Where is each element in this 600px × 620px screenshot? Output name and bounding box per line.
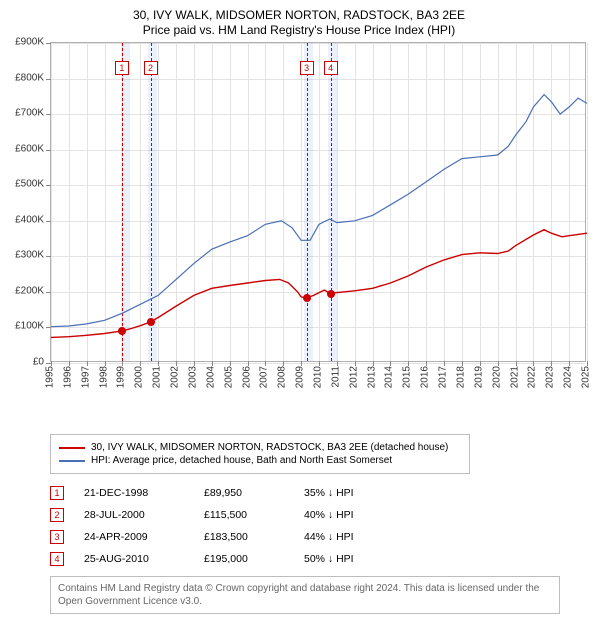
x-tick-label: 1995 bbox=[45, 366, 56, 388]
legend-swatch-hpi bbox=[59, 460, 85, 462]
legend-swatch-property bbox=[59, 447, 85, 449]
x-tick-label: 1999 bbox=[116, 366, 127, 388]
sale-marker: 2 bbox=[50, 508, 64, 522]
plot-area: 1234 £0 £100K £200K £300K £400K £500K £600K £700… bbox=[6, 42, 590, 398]
sale-dot bbox=[147, 318, 155, 326]
y-tick-label: £200K bbox=[15, 285, 44, 296]
x-tick-label: 2003 bbox=[187, 366, 198, 388]
x-tick-label: 2019 bbox=[473, 366, 484, 388]
sale-price: £183,500 bbox=[204, 531, 284, 543]
sale-marker: 3 bbox=[50, 530, 64, 544]
x-tick-label: 2001 bbox=[152, 366, 163, 388]
y-axis: £0£100K£200K£300K£400K£500K£600K£700K£80… bbox=[6, 42, 48, 362]
x-tick-label: 2011 bbox=[330, 366, 341, 388]
sale-price: £89,950 bbox=[204, 487, 284, 499]
x-tick-label: 1996 bbox=[62, 366, 73, 388]
x-tick-label: 2018 bbox=[455, 366, 466, 388]
x-tick-label: 2022 bbox=[527, 366, 538, 388]
x-tick-label: 2006 bbox=[241, 366, 252, 388]
x-tick-label: 1998 bbox=[98, 366, 109, 388]
sale-delta: 35% ↓ HPI bbox=[304, 487, 394, 499]
sale-delta: 40% ↓ HPI bbox=[304, 509, 394, 521]
sale-row: 2 28-JUL-2000 £115,500 40% ↓ HPI bbox=[50, 504, 592, 526]
series-line-property bbox=[51, 230, 587, 338]
x-axis: 1995199619971998199920002001200220032004… bbox=[50, 362, 586, 396]
sale-marker: 4 bbox=[50, 552, 64, 566]
x-tick-label: 2024 bbox=[563, 366, 574, 388]
x-tick-label: 2017 bbox=[438, 366, 449, 388]
sale-date: 28-JUL-2000 bbox=[84, 509, 184, 521]
x-tick-label: 2010 bbox=[313, 366, 324, 388]
y-tick-label: £400K bbox=[15, 214, 44, 225]
y-tick-label: £100K bbox=[15, 321, 44, 332]
sale-row: 1 21-DEC-1998 £89,950 35% ↓ HPI bbox=[50, 482, 592, 504]
sale-dot bbox=[118, 327, 126, 335]
legend-item-property: 30, IVY WALK, MIDSOMER NORTON, RADSTOCK,… bbox=[59, 441, 461, 454]
sale-dot bbox=[327, 290, 335, 298]
legend-label-property: 30, IVY WALK, MIDSOMER NORTON, RADSTOCK,… bbox=[91, 442, 448, 453]
y-tick-label: £600K bbox=[15, 143, 44, 154]
x-tick-label: 2012 bbox=[348, 366, 359, 388]
chart-title-block: 30, IVY WALK, MIDSOMER NORTON, RADSTOCK,… bbox=[6, 6, 592, 42]
y-tick-label: £500K bbox=[15, 179, 44, 190]
x-tick-label: 2016 bbox=[420, 366, 431, 388]
y-tick-label: £700K bbox=[15, 108, 44, 119]
chart-container: 30, IVY WALK, MIDSOMER NORTON, RADSTOCK,… bbox=[0, 0, 600, 620]
series-svg bbox=[51, 43, 587, 363]
sale-price: £195,000 bbox=[204, 553, 284, 565]
plot: 1234 bbox=[50, 42, 586, 362]
x-tick-label: 2023 bbox=[545, 366, 556, 388]
sale-dot bbox=[303, 294, 311, 302]
y-tick-label: £300K bbox=[15, 250, 44, 261]
y-tick-label: £800K bbox=[15, 72, 44, 83]
x-tick-label: 2004 bbox=[205, 366, 216, 388]
sale-date: 24-APR-2009 bbox=[84, 531, 184, 543]
y-tick-label: £0 bbox=[33, 357, 44, 368]
sale-price: £115,500 bbox=[204, 509, 284, 521]
sale-row: 4 25-AUG-2010 £195,000 50% ↓ HPI bbox=[50, 548, 592, 570]
sale-marker: 1 bbox=[50, 486, 64, 500]
sales-table: 1 21-DEC-1998 £89,950 35% ↓ HPI 2 28-JUL-2000… bbox=[50, 482, 592, 570]
x-tick-label: 2025 bbox=[581, 366, 592, 388]
sale-date: 25-AUG-2010 bbox=[84, 553, 184, 565]
legend: 30, IVY WALK, MIDSOMER NORTON, RADSTOCK,… bbox=[50, 434, 470, 474]
x-tick-label: 2014 bbox=[384, 366, 395, 388]
x-tick-label: 2007 bbox=[259, 366, 270, 388]
legend-label-hpi: HPI: Average price, detached house, Bath… bbox=[91, 455, 392, 466]
x-tick-label: 2000 bbox=[134, 366, 145, 388]
x-tick-label: 2002 bbox=[170, 366, 181, 388]
y-tick-label: £900K bbox=[15, 37, 44, 48]
x-tick-label: 2005 bbox=[223, 366, 234, 388]
x-tick-label: 2021 bbox=[509, 366, 520, 388]
sale-delta: 44% ↓ HPI bbox=[304, 531, 394, 543]
attribution: Contains HM Land Registry data © Crown c… bbox=[50, 576, 560, 614]
x-tick-label: 2008 bbox=[277, 366, 288, 388]
chart-subtitle: Price paid vs. HM Land Registry's House … bbox=[6, 23, 592, 38]
x-tick-label: 2009 bbox=[295, 366, 306, 388]
gridline-v bbox=[587, 43, 588, 361]
sale-date: 21-DEC-1998 bbox=[84, 487, 184, 499]
sale-delta: 50% ↓ HPI bbox=[304, 553, 394, 565]
x-tick-label: 1997 bbox=[80, 366, 91, 388]
x-tick-label: 2020 bbox=[491, 366, 502, 388]
legend-item-hpi: HPI: Average price, detached house, Bath… bbox=[59, 454, 461, 467]
x-tick-label: 2013 bbox=[366, 366, 377, 388]
sale-row: 3 24-APR-2009 £183,500 44% ↓ HPI bbox=[50, 526, 592, 548]
x-tick-label: 2015 bbox=[402, 366, 413, 388]
chart-title: 30, IVY WALK, MIDSOMER NORTON, RADSTOCK,… bbox=[6, 8, 592, 23]
